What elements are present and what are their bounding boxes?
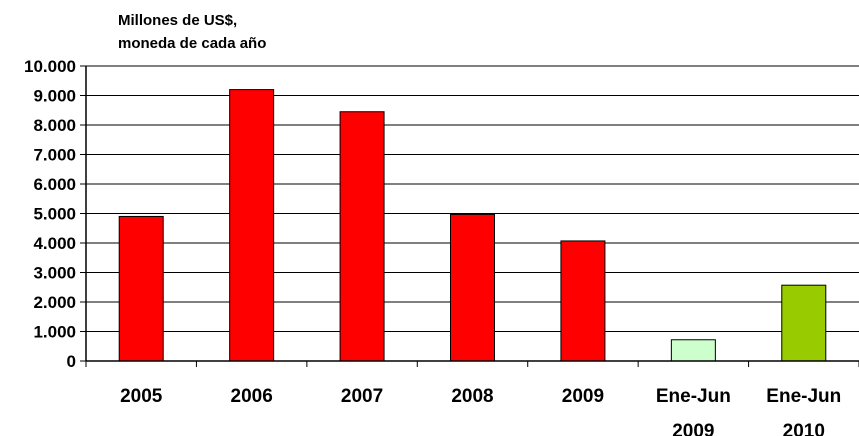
x-tick-label: 2010 (783, 421, 825, 436)
y-tick-label: 6.000 (33, 175, 76, 194)
bar (118, 215, 164, 362)
x-tick-label: 2009 (672, 421, 714, 436)
bar (670, 339, 716, 362)
x-tick-label: 2005 (120, 386, 163, 407)
x-tick-label: 2008 (451, 386, 493, 407)
x-tick-label: 2006 (231, 386, 273, 407)
bar (339, 111, 385, 362)
y-tick-label: 5.000 (33, 205, 76, 224)
x-tick-label: 2009 (562, 386, 604, 407)
bar (781, 284, 827, 362)
x-tick-label: 2007 (341, 386, 383, 407)
y-tick-label: 7.000 (33, 146, 76, 165)
x-tick-label: Ene-Jun (766, 386, 841, 407)
y-axis-label: Millones de US$, moneda de cada año (118, 9, 438, 55)
y-axis-label-line-1: Millones de US$, (118, 12, 238, 29)
bar (450, 213, 495, 362)
y-tick-label: 4.000 (33, 234, 76, 253)
y-tick-label: 3.000 (33, 264, 76, 283)
y-axis-label-line-2: moneda de cada año (118, 35, 267, 52)
y-tick-label: 8.000 (33, 116, 76, 135)
y-tick-label: 1.000 (33, 323, 76, 342)
bar (560, 240, 606, 362)
bar (229, 89, 275, 362)
y-tick-label: 10.000 (24, 57, 76, 76)
y-tick-label: 2.000 (33, 293, 76, 312)
y-tick-label: 0 (67, 352, 76, 371)
x-tick-label: Ene-Jun (656, 386, 731, 407)
y-tick-label: 9.000 (33, 87, 76, 106)
